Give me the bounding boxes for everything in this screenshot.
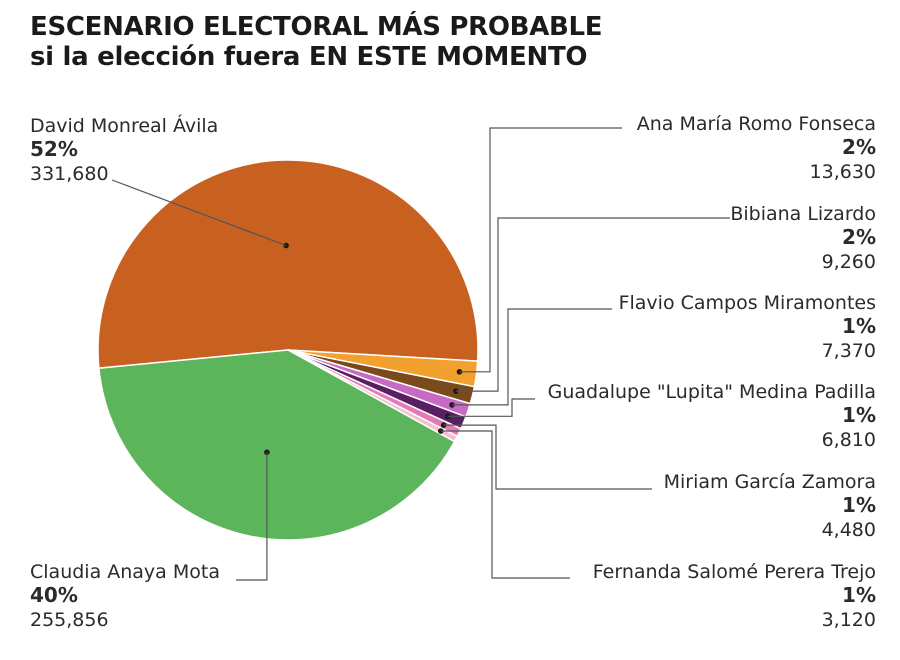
slice-label-percent: 2% <box>842 135 876 159</box>
chart-title-line1: ESCENARIO ELECTORAL MÁS PROBABLE <box>30 12 603 42</box>
slice-label-value: 3,120 <box>822 609 876 631</box>
slice-label-name: Miriam García Zamora <box>664 471 876 493</box>
leader-line <box>447 398 535 417</box>
leader-line <box>111 179 287 247</box>
leader-dot <box>283 242 289 249</box>
slice-label-value: 7,370 <box>822 340 876 362</box>
slice-label-name: Bibiana Lizardo <box>730 203 876 225</box>
slice-label-value: 4,480 <box>822 519 876 541</box>
slice-label-percent: 52% <box>30 137 78 161</box>
pie-slices <box>97 159 479 541</box>
slice-label-percent: 40% <box>30 583 78 607</box>
chart-title: ESCENARIO ELECTORAL MÁS PROBABLE si la e… <box>30 12 603 72</box>
slice-label-name: David Monreal Ávila <box>30 114 218 137</box>
slice-label-name: Flavio Campos Miramontes <box>619 292 876 314</box>
slice-label-percent: 1% <box>842 314 876 338</box>
pie-slice <box>97 159 479 370</box>
slice-label-percent: 2% <box>842 225 876 249</box>
leader-line <box>459 127 622 373</box>
slice-label-value: 6,810 <box>822 429 876 451</box>
slice-label-percent: 1% <box>842 493 876 517</box>
slice-label-name: Ana María Romo Fonseca <box>637 113 876 135</box>
pie-slice <box>98 349 456 541</box>
slice-label-name: Fernanda Salomé Perera Trejo <box>593 561 876 583</box>
leader-line <box>440 430 570 579</box>
slice-label-value: 331,680 <box>30 163 109 185</box>
slice-label-name: Claudia Anaya Mota <box>30 561 220 583</box>
slice-label-value: 9,260 <box>822 251 876 273</box>
chart-title-line2: si la elección fuera EN ESTE MOMENTO <box>30 42 588 72</box>
leader-line <box>443 424 652 490</box>
leader-lines <box>111 127 730 581</box>
leader-line <box>455 217 730 392</box>
slice-label-value: 13,630 <box>810 161 876 183</box>
slice-label-percent: 1% <box>842 583 876 607</box>
leader-line <box>452 308 612 406</box>
slice-label-percent: 1% <box>842 403 876 427</box>
slice-label-name: Guadalupe "Lupita" Medina Padilla <box>548 381 876 403</box>
slice-label-value: 255,856 <box>30 609 109 631</box>
leader-line <box>236 452 268 581</box>
